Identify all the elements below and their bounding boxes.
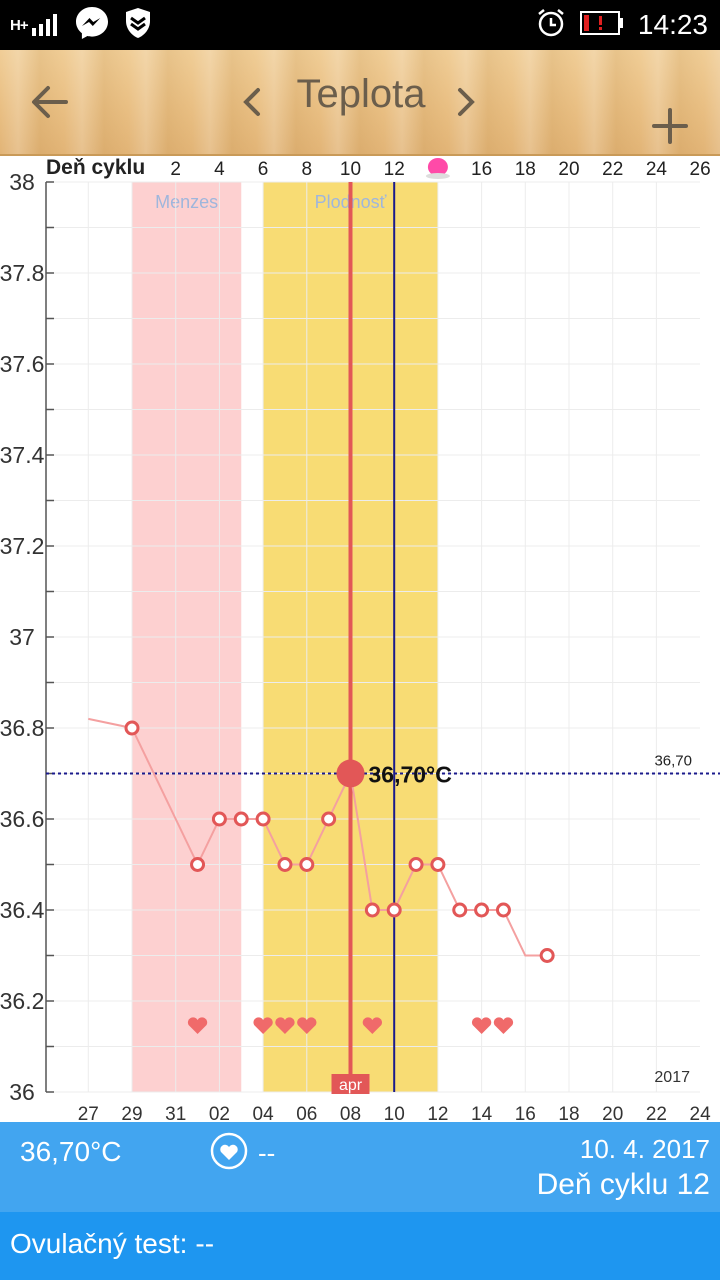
y-tick-label: 36.4 (0, 897, 45, 923)
date-tick-label: 10 (384, 1104, 405, 1122)
add-icon[interactable] (646, 102, 694, 150)
heart-icon (275, 1017, 295, 1034)
cycle-day-tick-label: 18 (515, 159, 536, 180)
reference-line-label: 36,70 (654, 753, 692, 770)
date-tick-label: 31 (165, 1104, 186, 1122)
ovulation-marker (427, 158, 448, 176)
selected-point (336, 759, 365, 788)
y-tick-label: 37 (9, 624, 35, 650)
chevron-left-icon[interactable] (236, 80, 266, 124)
page-title: Teplota (296, 72, 426, 116)
temperature-point (386, 902, 402, 918)
day-info-panel: 36,70°C -- 10. 4. 2017 Deň cyklu 12 (0, 1122, 720, 1212)
date-tick-label: 08 (340, 1104, 361, 1122)
temperature-point (430, 857, 446, 872)
date-tick-label: 18 (558, 1104, 579, 1122)
app-bar: Teplota (0, 50, 720, 156)
signal-icon: H+ (10, 14, 60, 36)
date-tick-label: 04 (253, 1104, 275, 1122)
status-bar: H+ (0, 0, 720, 50)
temperature-chart-svg[interactable]: MenzesPlodnosť3837.837.637.437.23736.836… (0, 156, 720, 1125)
date-tick-label: 14 (471, 1104, 493, 1122)
network-type: H+ (10, 16, 29, 34)
date-tick-label: 24 (690, 1104, 712, 1122)
selected-date: 10. 4. 2017 (579, 1134, 710, 1164)
status-bar-right: 14:23 (536, 8, 708, 42)
cycle-day-tick-label: 16 (471, 159, 492, 180)
cycle-day-tick-label: 12 (384, 159, 405, 180)
temperature-point (233, 811, 249, 827)
heart-icon (187, 1017, 208, 1034)
selected-temperature: 36,70°C (20, 1136, 122, 1167)
y-tick-label: 37.8 (0, 260, 44, 286)
status-bar-left: H+ (10, 6, 152, 44)
battery-low-icon (579, 10, 624, 40)
y-tick-label: 36.8 (0, 715, 44, 741)
date-tick-label: 12 (427, 1104, 448, 1122)
ovulation-test-row: Ovulačný test: -- (10, 1228, 214, 1260)
intercourse-value: -- (258, 1138, 276, 1168)
heart-icon (362, 1017, 382, 1034)
back-arrow-icon[interactable] (26, 78, 74, 126)
y-tick-label: 38 (9, 169, 35, 195)
temperature-point (211, 811, 227, 827)
cycle-day-tick-label: 4 (214, 159, 225, 180)
temperature-point (364, 902, 380, 918)
temperature-point (255, 811, 271, 827)
y-tick-label: 36 (9, 1079, 35, 1105)
temperature-point (495, 902, 511, 918)
temperature-point (452, 902, 468, 918)
heart-icon (253, 1017, 273, 1034)
year-label: 2017 (654, 1069, 690, 1086)
date-tick-label: 27 (78, 1104, 99, 1122)
cycle-day-tick-label: 24 (646, 159, 668, 180)
clock: 14:23 (637, 9, 708, 40)
month-label: apr (339, 1077, 363, 1094)
heart-icon (493, 1017, 514, 1034)
heart-icon (471, 1017, 492, 1034)
cycle-day-tick-label: 6 (258, 159, 269, 180)
cycle-day-tick-label: 20 (558, 159, 579, 180)
ovulation-test-value: -- (195, 1228, 215, 1259)
selected-cycle-day: Deň cyklu 12 (536, 1168, 710, 1201)
temperature-point (408, 857, 424, 872)
ovulation-test-label: Ovulačný test: (10, 1228, 188, 1259)
temperature-point (124, 720, 140, 736)
shield-icon (124, 7, 152, 44)
temperature-point (190, 857, 206, 872)
date-tick-label: 20 (602, 1104, 623, 1122)
y-tick-label: 37.6 (0, 351, 44, 377)
temperature-point (539, 948, 555, 963)
temperature-chart[interactable]: MenzesPlodnosť3837.837.637.437.23736.836… (0, 156, 720, 1125)
ovulation-test-bar[interactable]: Ovulačný test: -- (0, 1212, 720, 1280)
date-tick-label: 02 (209, 1104, 230, 1122)
cycle-day-tick-label: 8 (302, 159, 313, 180)
cycle-day-tick-label: 2 (170, 159, 181, 180)
date-tick-label: 29 (121, 1104, 142, 1122)
y-tick-label: 36.2 (0, 988, 44, 1014)
heart-icon (297, 1017, 317, 1034)
date-tick-label: 22 (646, 1104, 667, 1122)
cycle-day-tick-label: 26 (690, 159, 711, 180)
zone-label: Menzes (155, 192, 218, 212)
alarm-icon (536, 8, 566, 43)
temperature-point (299, 857, 315, 872)
cycle-day-tick-label: 22 (602, 159, 623, 180)
heart-circle-icon[interactable] (210, 1132, 248, 1170)
temperature-point (277, 857, 293, 872)
temperature-point (474, 902, 490, 918)
y-tick-label: 37.2 (0, 533, 44, 559)
temperature-point (321, 811, 337, 827)
y-tick-label: 36.6 (0, 806, 44, 832)
date-tick-label: 06 (296, 1104, 317, 1122)
date-tick-label: 16 (515, 1104, 536, 1122)
cycle-day-tick-label: 10 (340, 159, 361, 180)
month-label-bg (331, 1074, 370, 1094)
messenger-icon (74, 5, 110, 46)
y-tick-label: 37.4 (0, 442, 45, 468)
cycle-day-axis-label: Deň cyklu (46, 156, 145, 179)
selected-point-label: 36,70°C (369, 762, 452, 788)
ovulation-marker-shadow (425, 173, 450, 179)
chevron-right-icon[interactable] (452, 80, 482, 124)
